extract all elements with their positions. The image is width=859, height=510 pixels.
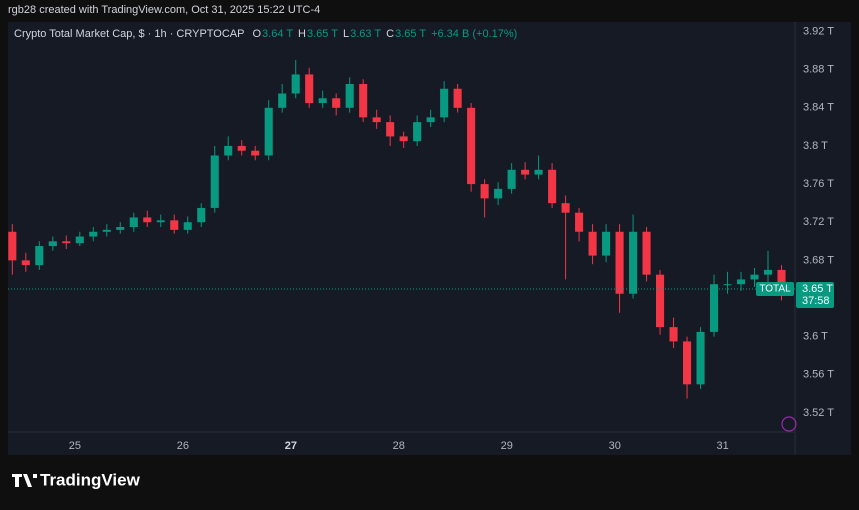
candle-body bbox=[561, 203, 570, 213]
y-tick-label: 3.92 T bbox=[803, 25, 834, 37]
y-tick-label: 3.76 T bbox=[803, 178, 834, 190]
plot bbox=[8, 60, 786, 399]
candle-body bbox=[278, 93, 287, 108]
candle-body bbox=[143, 217, 152, 223]
x-tick-label: 29 bbox=[501, 440, 513, 452]
legend-change: +6.34 B (+0.17%) bbox=[431, 28, 517, 40]
candle-body bbox=[62, 241, 71, 244]
price-badge: 3.65 T bbox=[802, 283, 833, 295]
header-text: rgb28 created with TradingView.com, Oct … bbox=[8, 4, 320, 16]
candle-body bbox=[467, 107, 476, 185]
candle-body bbox=[129, 217, 138, 227]
candle-body bbox=[413, 122, 422, 142]
candle-body bbox=[656, 274, 665, 328]
ohlc-legend: O 3.64 T H 3.65 T L 3.63 T C 3.65 T +6.34 B (+0.… bbox=[252, 28, 517, 40]
chart-panel bbox=[8, 22, 851, 455]
candle-body bbox=[210, 155, 219, 208]
price-badge-bg bbox=[796, 281, 834, 308]
candle-body bbox=[386, 122, 395, 137]
candle-body bbox=[102, 229, 111, 232]
candle-body bbox=[332, 98, 341, 108]
candle-body bbox=[75, 236, 84, 244]
y-tick-label: 3.72 T bbox=[803, 216, 834, 228]
y-tick-label: 3.6 T bbox=[803, 331, 828, 343]
chart-title: Crypto Total Market Cap, $ · 1h · CRYPTO… bbox=[14, 28, 244, 40]
candle-body bbox=[629, 231, 638, 294]
y-tick-label: 3.68 T bbox=[803, 254, 834, 266]
candle-body bbox=[588, 231, 597, 256]
legend-value: 3.64 T bbox=[262, 28, 293, 40]
candle-body bbox=[642, 231, 651, 275]
candle-body bbox=[453, 88, 462, 108]
candle-body bbox=[197, 207, 206, 223]
candle-body bbox=[575, 212, 584, 232]
candle-body bbox=[264, 107, 273, 156]
candle-body bbox=[669, 327, 678, 342]
candle-body bbox=[723, 284, 732, 286]
candle-body bbox=[534, 169, 543, 175]
candle-body bbox=[615, 231, 624, 294]
legend-key: H bbox=[298, 28, 306, 40]
candle-body bbox=[183, 222, 192, 230]
legend-key: C bbox=[386, 28, 394, 40]
legend-key: O bbox=[252, 28, 261, 40]
x-tick-label: 27 bbox=[285, 440, 297, 452]
candle-body bbox=[89, 231, 98, 237]
x-tick-label: 26 bbox=[177, 440, 189, 452]
candle-body bbox=[426, 117, 435, 123]
countdown: 37:58 bbox=[802, 295, 830, 307]
x-tick-label: 31 bbox=[717, 440, 729, 452]
candle-body bbox=[548, 169, 557, 204]
x-tick-label: 28 bbox=[393, 440, 405, 452]
candle-body bbox=[48, 241, 57, 247]
legend-key: L bbox=[343, 28, 349, 40]
candle-body bbox=[480, 184, 489, 199]
symbol-badge: TOTAL bbox=[759, 284, 791, 295]
legend-value: 3.63 T bbox=[350, 28, 381, 40]
candle-body bbox=[251, 150, 260, 156]
candle-body bbox=[318, 98, 327, 104]
event-icon[interactable] bbox=[781, 416, 797, 432]
candle-body bbox=[440, 88, 449, 118]
candle-body bbox=[507, 169, 516, 189]
candle-body bbox=[696, 331, 705, 385]
y-tick-label: 3.56 T bbox=[803, 369, 834, 381]
y-tick-label: 3.8 T bbox=[803, 140, 828, 152]
y-tick-label: 3.52 T bbox=[803, 407, 834, 419]
candle-body bbox=[35, 246, 44, 266]
candle-body bbox=[345, 83, 354, 108]
candle-body bbox=[224, 145, 233, 156]
candle-body bbox=[21, 260, 30, 266]
legend-value: 3.65 T bbox=[307, 28, 338, 40]
candle-body bbox=[8, 231, 17, 261]
candle-body bbox=[372, 117, 381, 123]
candle-body bbox=[777, 269, 786, 294]
candle-body bbox=[116, 227, 125, 230]
candle-body bbox=[305, 74, 314, 104]
candle-body bbox=[237, 145, 246, 151]
logo-icon bbox=[12, 474, 37, 487]
candle-body bbox=[156, 220, 165, 223]
candle-body bbox=[494, 188, 503, 199]
symbol-badge-bg bbox=[756, 281, 794, 296]
candle-body bbox=[291, 74, 300, 94]
x-tick-label: 30 bbox=[609, 440, 621, 452]
y-tick-label: 3.84 T bbox=[803, 102, 834, 114]
candle-body bbox=[750, 274, 759, 280]
candle-body bbox=[709, 284, 719, 332]
candle-body bbox=[170, 220, 179, 230]
y-tick-label: 3.88 T bbox=[803, 64, 834, 76]
candle-body bbox=[359, 83, 368, 118]
brand: TradingView bbox=[40, 470, 141, 489]
x-tick-label: 25 bbox=[69, 440, 81, 452]
legend-value: 3.65 T bbox=[395, 28, 426, 40]
candle-body bbox=[736, 279, 746, 285]
candle-body bbox=[602, 231, 611, 256]
candle-body bbox=[682, 341, 692, 385]
candle-body bbox=[521, 169, 530, 175]
candle-body bbox=[763, 269, 773, 275]
candle-body bbox=[399, 136, 408, 142]
